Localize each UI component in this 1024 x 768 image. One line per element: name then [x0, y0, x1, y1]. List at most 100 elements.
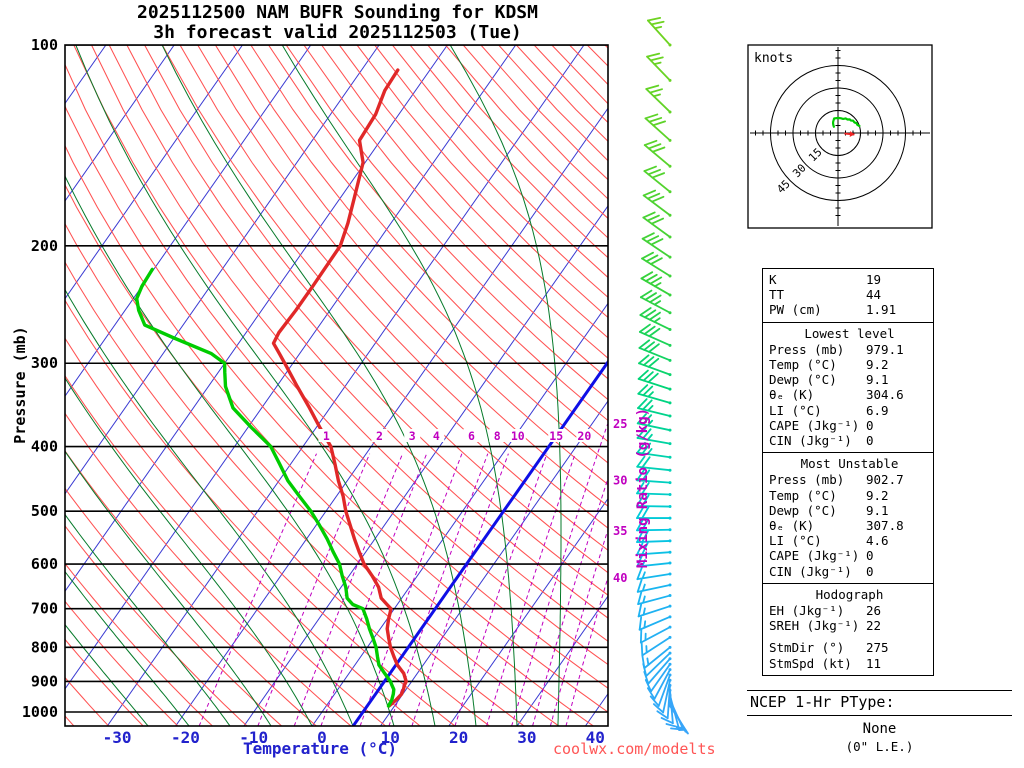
wind-barb — [641, 251, 672, 278]
svg-text:3: 3 — [409, 429, 416, 443]
stats-section: Most Unstable Press (mb) 902.7 Temp (°C) 9.2… — [763, 452, 933, 583]
wind-barb-column — [636, 16, 689, 735]
ptype-title: NCEP 1-Hr PType: — [750, 693, 895, 711]
stat-row: Temp (°C) 9.2 — [769, 488, 930, 503]
wind-barb — [637, 384, 672, 405]
pressure-axis-label: Pressure (mb) — [11, 326, 29, 444]
stat-label: Press (mb) — [769, 472, 845, 488]
stat-value: 307.8 — [866, 518, 904, 534]
hodograph-ring — [792, 87, 884, 179]
svg-text:600: 600 — [31, 555, 58, 573]
stat-label: Dewp (°C) — [769, 502, 837, 518]
stat-value: 0 — [866, 417, 874, 433]
wind-barb — [646, 52, 672, 82]
wind-barb — [645, 84, 672, 114]
stat-label: CIN (Jkg⁻¹) — [769, 563, 852, 579]
stat-label: Temp (°C) — [769, 487, 837, 503]
mixing-ratio-axis-label: Mixing Ratio (g/kg) — [635, 407, 651, 569]
stat-value: 9.2 — [866, 487, 889, 503]
svg-text:25: 25 — [613, 417, 627, 431]
stat-value: 6.9 — [866, 402, 889, 418]
svg-text:1000: 1000 — [22, 703, 58, 721]
wind-barb — [636, 441, 672, 459]
stat-value: 4.6 — [866, 533, 889, 549]
stat-label: CAPE (Jkg⁻¹) — [769, 417, 860, 433]
stat-label: StmSpd (kt) — [769, 655, 852, 671]
stat-label: CIN (Jkg⁻¹) — [769, 433, 852, 449]
wind-barb — [636, 413, 672, 432]
wind-barb — [637, 369, 672, 391]
svg-text:30: 30 — [517, 728, 536, 747]
stat-row — [769, 633, 930, 640]
stat-value: 44 — [866, 287, 882, 303]
stat-value: 304.6 — [866, 387, 904, 403]
svg-text:8: 8 — [494, 429, 501, 443]
wind-barb — [636, 455, 672, 472]
page-title: 2025112500 NAM BUFR Sounding for KDSM — [137, 2, 538, 23]
svg-text:20: 20 — [449, 728, 468, 747]
wind-barb — [636, 542, 672, 556]
stat-row: Dewp (°C) 9.1 — [769, 503, 930, 518]
stat-value: 0 — [866, 433, 874, 449]
stat-value: 979.1 — [866, 341, 904, 357]
svg-text:300: 300 — [31, 354, 58, 372]
temperature-trace — [271, 68, 408, 708]
ptype-detail: (0" L.E.) — [845, 739, 914, 754]
hodograph-trace — [831, 116, 861, 128]
svg-text:35: 35 — [613, 524, 627, 538]
stat-label: PW (cm) — [769, 302, 822, 318]
wind-barb — [642, 211, 672, 239]
stat-row: EH (Jkg⁻¹) 26 — [769, 603, 930, 618]
stat-label: StmDir (°) — [769, 640, 845, 656]
ptype-value: None — [862, 721, 897, 737]
wind-barb — [643, 165, 672, 194]
stat-row: StmSpd (kt) 11 — [769, 656, 930, 671]
stat-row: Dewp (°C) 9.1 — [769, 372, 930, 387]
stat-value: 275 — [866, 640, 889, 656]
stats-section-header: Most Unstable — [800, 456, 899, 472]
stat-label: LI (°C) — [769, 533, 822, 549]
stat-row: CIN (Jkg⁻¹) 0 — [769, 433, 930, 448]
svg-text:30: 30 — [613, 474, 627, 488]
svg-text:400: 400 — [31, 438, 58, 456]
wind-barb — [643, 657, 672, 685]
page-subtitle: 3h forecast valid 2025112503 (Tue) — [153, 22, 522, 43]
dewpoint-trace — [134, 267, 396, 708]
svg-text:10: 10 — [381, 728, 400, 747]
stat-value: 0 — [866, 563, 874, 579]
highlight-isotherm — [351, 359, 608, 726]
stat-row: PW (cm) 1.91 — [769, 302, 930, 317]
svg-text:200: 200 — [31, 237, 58, 255]
wind-barb — [637, 603, 672, 618]
svg-text:2: 2 — [376, 429, 383, 443]
stat-row: LI (°C) 6.9 — [769, 403, 930, 418]
stat-label: SREH (Jkg⁻¹) — [769, 618, 860, 634]
svg-text:100: 100 — [31, 36, 58, 54]
wind-barb — [637, 398, 672, 418]
wind-barb — [636, 494, 672, 509]
wind-barb — [636, 427, 672, 446]
stat-value: 1.91 — [866, 302, 897, 318]
stat-row: θₑ (K) 304.6 — [769, 387, 930, 402]
stat-label: K — [769, 272, 777, 287]
stat-value: 11 — [866, 655, 882, 671]
wind-barb — [642, 189, 672, 217]
stat-label: EH (Jkg⁻¹) — [769, 603, 845, 619]
stat-label: TT — [769, 287, 785, 303]
stat-label: θₑ (K) — [769, 518, 815, 534]
hodograph-units-label: knots — [754, 51, 793, 66]
watermark-link: coolwx.com/modelts — [553, 740, 716, 758]
wind-barb — [644, 113, 672, 142]
stat-row: TT 44 — [769, 287, 930, 302]
temperature-tick-labels: -30 -20 -10 0 10 20 30 40 — [103, 728, 605, 747]
pressure-tick-labels: 100 200 300 400 500 600 700 800 900 1000 — [22, 36, 58, 721]
wind-barb — [636, 529, 672, 543]
wind-barb — [644, 662, 672, 693]
svg-text:20: 20 — [577, 429, 591, 443]
wind-barb — [638, 323, 672, 347]
stats-section-header: Hodograph — [815, 586, 884, 602]
svg-text:40: 40 — [586, 728, 605, 747]
mixing-ratio-labels: 1 2 3 4 6 8 10 15 20 25 30 35 40 — [318, 417, 627, 585]
stat-label: Temp (°C) — [769, 357, 837, 373]
